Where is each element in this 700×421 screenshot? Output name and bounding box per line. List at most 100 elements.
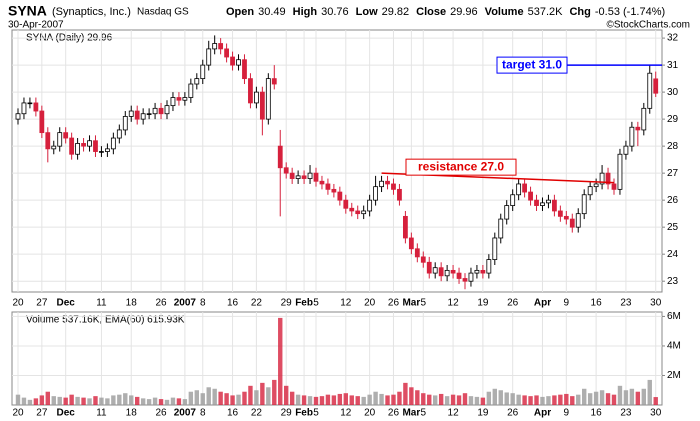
volume-bar bbox=[373, 391, 378, 405]
x-tick-label: 18 bbox=[126, 298, 138, 309]
candle-body bbox=[236, 59, 241, 66]
candle-body bbox=[313, 172, 319, 182]
volume-bar bbox=[635, 391, 641, 405]
candle-body bbox=[57, 132, 63, 147]
resistance-box bbox=[405, 158, 517, 176]
x-tick-label: 22 bbox=[251, 298, 263, 309]
candle-body bbox=[367, 199, 373, 212]
candle-body bbox=[647, 72, 653, 109]
volume-bar bbox=[480, 397, 486, 405]
volume-bar bbox=[236, 394, 241, 405]
candle-body bbox=[116, 129, 122, 139]
y-tick-label: 28 bbox=[667, 141, 679, 152]
x-tick-label: 26 bbox=[155, 298, 167, 309]
volume-bar bbox=[188, 391, 194, 405]
volume-bar bbox=[242, 391, 247, 405]
candle-body bbox=[265, 78, 271, 120]
stat-value: 29.96 bbox=[450, 6, 478, 18]
volume-bar bbox=[492, 388, 497, 405]
y-tick-label: 32 bbox=[667, 33, 679, 44]
candle-body bbox=[27, 102, 33, 105]
volume-bar bbox=[558, 394, 563, 405]
volume-bar bbox=[486, 391, 492, 405]
volume-bar bbox=[623, 390, 629, 405]
candle-body bbox=[641, 107, 647, 131]
volume-bar bbox=[433, 395, 438, 405]
candle-body bbox=[385, 180, 390, 185]
candle-body bbox=[87, 140, 92, 147]
resistance-label: resistance 27.0 bbox=[418, 159, 504, 173]
volume-bar bbox=[552, 395, 557, 405]
candle-body bbox=[194, 78, 200, 85]
candle-body bbox=[379, 180, 384, 188]
candle-body bbox=[486, 259, 492, 274]
volume-bar bbox=[69, 394, 74, 405]
x-tick-label: 19 bbox=[477, 408, 489, 419]
volume-bar bbox=[397, 391, 402, 405]
y-tick-label: 25 bbox=[667, 222, 679, 233]
volume-bar bbox=[629, 388, 635, 405]
x-tick-label: 26 bbox=[155, 408, 167, 419]
candle-body bbox=[170, 97, 176, 107]
volume-bar bbox=[51, 396, 56, 405]
volume-bar bbox=[206, 387, 211, 405]
candle-body bbox=[122, 116, 128, 131]
candle-body bbox=[295, 175, 301, 179]
candle-body bbox=[21, 102, 27, 115]
volume-bar bbox=[93, 396, 98, 405]
volume-bar bbox=[456, 395, 462, 405]
candle-body bbox=[563, 215, 569, 220]
volume-bar bbox=[289, 391, 295, 405]
candle-body bbox=[158, 107, 164, 115]
volume-bar bbox=[546, 396, 551, 405]
candle-body bbox=[218, 43, 224, 50]
volume-bar bbox=[385, 395, 390, 405]
x-tick-label: 9 bbox=[564, 408, 570, 419]
x-tick-label: 5 bbox=[420, 408, 426, 419]
candle-body bbox=[182, 97, 188, 101]
candle-body bbox=[432, 267, 438, 274]
volume-bar bbox=[319, 396, 325, 405]
candle-body bbox=[164, 105, 170, 115]
candle-body bbox=[140, 113, 146, 120]
volume-bar bbox=[284, 385, 289, 405]
volume-bar bbox=[427, 394, 432, 405]
candle-body bbox=[355, 210, 361, 215]
volume-bar bbox=[135, 396, 140, 405]
stats: Open 30.49 High 30.76 Low 29.82 Close 29.96 Volu… bbox=[226, 6, 665, 18]
volume-bar bbox=[266, 387, 271, 405]
volume-bar bbox=[564, 393, 569, 405]
candle-body bbox=[15, 113, 21, 120]
x-tick-label: 22 bbox=[251, 408, 263, 419]
x-tick-label: Dec bbox=[57, 298, 76, 309]
candle-body bbox=[349, 207, 355, 212]
volume-bar bbox=[39, 395, 45, 405]
candle-body bbox=[462, 278, 468, 282]
x-tick-label: 8 bbox=[200, 408, 206, 419]
y-tick-label: 4M bbox=[667, 341, 681, 352]
volume-bar bbox=[582, 388, 587, 405]
volume-bar bbox=[361, 396, 366, 405]
candle-body bbox=[301, 175, 307, 179]
candle-body bbox=[105, 148, 110, 152]
candle-body bbox=[51, 145, 57, 150]
stat-value: 30.76 bbox=[321, 6, 349, 18]
stat-label: Volume bbox=[485, 6, 524, 18]
x-tick-label: 26 bbox=[507, 408, 519, 419]
volume-pane bbox=[11, 311, 663, 406]
source: ©StockCharts.com bbox=[606, 20, 690, 31]
candle-body bbox=[200, 64, 206, 80]
candle-body bbox=[361, 210, 367, 215]
candle-body bbox=[587, 186, 593, 196]
candle-body bbox=[540, 202, 545, 206]
stat-label: Low bbox=[356, 6, 378, 18]
candle-body bbox=[552, 199, 557, 212]
x-tick-label: 20 bbox=[364, 298, 376, 309]
candle-body bbox=[69, 137, 75, 155]
volume-bar bbox=[617, 385, 623, 405]
volume-bar bbox=[307, 396, 313, 405]
volume-bar bbox=[123, 393, 128, 405]
candle-body bbox=[39, 110, 45, 134]
volume-bar bbox=[170, 397, 176, 405]
target-label: target 31.0 bbox=[502, 57, 562, 71]
